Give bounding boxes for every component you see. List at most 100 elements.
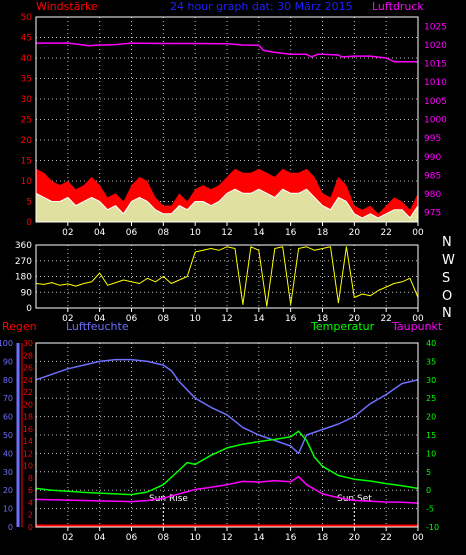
temperature-axis-label-5: 5 [426, 468, 431, 477]
luftfeuchte-label: Luftfeuchte [66, 320, 129, 333]
direction-letter-s: S [442, 271, 450, 286]
panel3-xlabel-00: 00 [412, 533, 424, 543]
humidity-axis-label-10: 10 [3, 505, 13, 514]
temperature-axis-label-25: 25 [426, 394, 436, 403]
panel1-xlabel-10: 10 [189, 228, 201, 238]
panel1-xlabel-20: 20 [349, 228, 361, 238]
panel2-xlabel-22: 22 [380, 314, 391, 324]
pressure-axis-label-1000: 1000 [424, 116, 447, 126]
pressure-axis-label-975: 975 [424, 209, 441, 219]
wind-axis-label-15: 15 [21, 157, 32, 167]
panel1-xlabel-00: 00 [412, 228, 424, 238]
wind-average-line [35, 188, 419, 219]
wind-axis-label-10: 10 [21, 177, 33, 187]
panel2-xlabel-18: 18 [317, 314, 329, 324]
humidity-line [35, 358, 419, 455]
panel3-xlabel-10: 10 [189, 533, 201, 543]
humidity-axis-label-20: 20 [3, 486, 13, 495]
temperature-axis-label-20: 20 [426, 413, 436, 422]
sun-rise-label: Sun Rise [149, 494, 188, 504]
rain-axis-label-16: 16 [23, 425, 33, 434]
dewpoint-line [35, 475, 419, 504]
rain-axis-label-12: 12 [23, 449, 33, 458]
wind-axis-label-35: 35 [21, 75, 32, 85]
temperature-axis-label-30: 30 [426, 376, 436, 385]
panel1-xlabel-18: 18 [317, 228, 329, 238]
rain-axis-label-10: 10 [23, 462, 33, 471]
wind-direction-line [35, 246, 419, 307]
wind-axis-label-50: 50 [21, 13, 33, 23]
panel2-xlabel-14: 14 [253, 314, 265, 324]
panel1-xlabel-04: 04 [94, 228, 106, 238]
rain-axis-label-2: 2 [28, 511, 33, 520]
direction-axis-label-0: 0 [26, 304, 32, 314]
direction-letter-w: W [442, 253, 455, 268]
rain-axis-label-0: 0 [28, 523, 33, 532]
wind-axis-label-25: 25 [21, 116, 32, 126]
rain-axis-label-18: 18 [23, 413, 33, 422]
panel2-xlabel-10: 10 [189, 314, 201, 324]
pressure-axis-label-1020: 1020 [424, 41, 447, 51]
humidity-axis-label-100: 100 [0, 339, 13, 348]
humidity-axis-label-90: 90 [3, 357, 13, 366]
direction-letter-n-bottom: N [442, 306, 452, 321]
panel3-xlabel-18: 18 [317, 533, 329, 543]
direction-axis-label-270: 270 [15, 257, 32, 267]
panel3-xlabel-16: 16 [285, 533, 297, 543]
panel1-xlabel-16: 16 [285, 228, 297, 238]
regen-label: Regen [2, 320, 37, 333]
taupunkt-label: Taupunkt [391, 320, 443, 333]
pressure-axis-label-990: 990 [424, 153, 441, 163]
chart-marks: 0510152025303540455097598098599099510001… [0, 13, 447, 543]
panel2-xlabel-20: 20 [349, 314, 361, 324]
panel3-xlabel-12: 12 [221, 533, 232, 543]
panel2-xlabel-04: 04 [94, 314, 106, 324]
direction-axis-label-360: 360 [15, 241, 32, 251]
panel2-xlabel-16: 16 [285, 314, 297, 324]
temperatur-label: Temperatur [310, 320, 375, 333]
panel1-xlabel-12: 12 [221, 228, 232, 238]
panel1-xlabel-22: 22 [380, 228, 391, 238]
pressure-line [36, 42, 418, 63]
rain-axis-label-14: 14 [23, 437, 33, 446]
panel2-xlabel-06: 06 [126, 314, 138, 324]
windstaerke-label: Windstärke [36, 0, 98, 13]
panel1-xlabel-08: 08 [158, 228, 170, 238]
rain-axis-label-6: 6 [28, 486, 33, 495]
panel3-xlabel-06: 06 [126, 533, 138, 543]
wind-average-area [36, 189, 418, 222]
humidity-axis-label-50: 50 [3, 431, 13, 440]
panel2-xlabel-08: 08 [158, 314, 170, 324]
wind-axis-label-20: 20 [21, 136, 33, 146]
humidity-axis-label-70: 70 [3, 394, 13, 403]
wind-axis-label-0: 0 [26, 218, 32, 228]
panel2-xlabel-02: 02 [62, 314, 73, 324]
pressure-axis-label-995: 995 [424, 134, 441, 144]
temperature-axis-label-40: 40 [426, 339, 436, 348]
pressure-axis-label-1010: 1010 [424, 78, 447, 88]
chart-title: 24 hour graph dat: 30 März 2015 [170, 0, 353, 13]
humidity-axis-label-40: 40 [3, 449, 13, 458]
luftdruck-label: Luftdruck [372, 0, 424, 13]
humidity-axis-label-30: 30 [3, 468, 13, 477]
wind-axis-label-30: 30 [21, 95, 33, 105]
temperature-line [35, 430, 419, 496]
pressure-axis-label-1025: 1025 [424, 22, 447, 32]
panel1-xlabel-06: 06 [126, 228, 138, 238]
pressure-axis-label-980: 980 [424, 190, 441, 200]
panel3-xlabel-02: 02 [62, 533, 73, 543]
panel1-xlabel-14: 14 [253, 228, 265, 238]
pressure-axis-label-1005: 1005 [424, 97, 447, 107]
panel1-xlabel-02: 02 [62, 228, 73, 238]
direction-letter-n-top: N [442, 235, 452, 250]
rain-axis-label-28: 28 [23, 351, 33, 360]
temperature-axis-label--10: -10 [426, 523, 439, 532]
wind-axis-label-40: 40 [21, 54, 33, 64]
panel3-xlabel-04: 04 [94, 533, 106, 543]
panel3-xlabel-20: 20 [349, 533, 361, 543]
wind-axis-label-45: 45 [21, 34, 32, 44]
humidity-axis-label-80: 80 [3, 376, 13, 385]
temperature-axis-label-10: 10 [426, 449, 436, 458]
